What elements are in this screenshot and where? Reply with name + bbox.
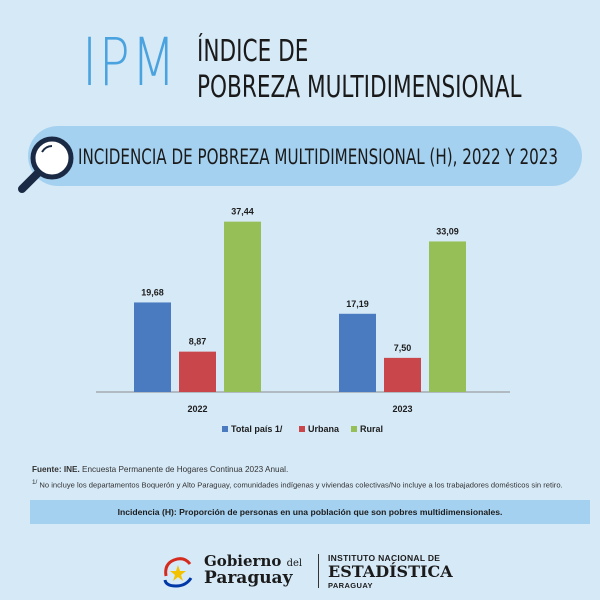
legend-swatch-1 — [299, 426, 305, 432]
legend-label-1: Urbana — [308, 424, 340, 434]
bar-chart: 19,68 8,87 37,44 2022 17,19 7,50 33,09 2023 Tota… — [96, 207, 510, 434]
data-label-2023-1: 7,50 — [394, 343, 412, 353]
data-label-2022-1: 8,87 — [189, 337, 207, 347]
data-label-2023-0: 17,19 — [346, 299, 369, 309]
paraguay-seal-icon — [163, 557, 193, 588]
legend-swatch-0 — [222, 426, 228, 432]
bar-2023-0 — [339, 313, 376, 392]
ipm-acronym: IPM — [82, 24, 178, 101]
title-line-2: Pobreza multidimensional — [197, 70, 522, 105]
bar-2022-1 — [179, 351, 216, 392]
definition-bar: Incidencia (H): Proporción de personas e… — [30, 500, 590, 524]
ine-line-2: ESTADÍSTICA — [328, 562, 453, 581]
x-tick-label-2023: 2023 — [392, 404, 412, 414]
paraguay-line: Paraguay — [204, 568, 293, 588]
ine-line-3: PARAGUAY — [328, 581, 373, 590]
gobierno-line: Gobierno del — [204, 552, 303, 570]
legend-label-2: Rural — [360, 424, 383, 434]
footnotes: Fuente: INE. Encuesta Permanente de Hoga… — [32, 463, 563, 492]
x-tick-label-2022: 2022 — [187, 404, 207, 414]
data-label-2023-2: 33,09 — [436, 226, 459, 236]
ine-line-1: INSTITUTO NACIONAL DE — [328, 553, 441, 563]
bar-2022-0 — [134, 302, 171, 392]
legend-label-0: Total país 1/ — [231, 424, 283, 434]
bar-2023-1 — [384, 357, 421, 392]
bar-2022-2 — [224, 221, 261, 392]
magnifier-icon — [18, 136, 74, 193]
chart-title-banner — [28, 126, 582, 186]
page-title: Índice de Pobreza multidimensional — [197, 34, 522, 106]
title-line-1: Índice de — [197, 34, 309, 69]
data-label-2022-2: 37,44 — [231, 207, 254, 217]
coverage-note: 1/ No incluye los departamentos Boquerón… — [32, 479, 563, 490]
chart-title: Incidencia de pobreza multidimensional (… — [78, 145, 559, 169]
logos: Gobierno del Paraguay INSTITUTO NACIONAL… — [160, 548, 460, 592]
data-label-2022-0: 19,68 — [141, 287, 164, 297]
bar-2023-2 — [429, 241, 466, 392]
source-note: Fuente: INE. Encuesta Permanente de Hoga… — [32, 465, 289, 474]
legend-swatch-2 — [351, 426, 357, 432]
logo-divider — [318, 554, 319, 588]
